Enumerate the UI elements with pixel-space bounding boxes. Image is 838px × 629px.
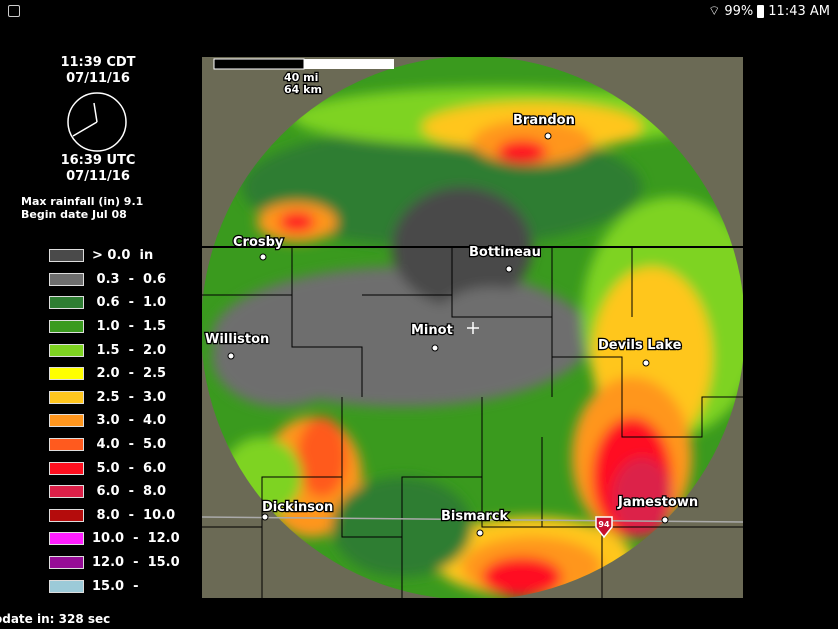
legend-item: 5.0 - 6.0 bbox=[49, 456, 180, 480]
local-time: 11:39 CDT bbox=[60, 55, 136, 70]
legend-swatch bbox=[49, 343, 84, 357]
battery-percent: 99% bbox=[724, 3, 754, 19]
legend-item: 1.5 - 2.0 bbox=[49, 338, 180, 362]
legend-swatch bbox=[49, 272, 84, 286]
svg-text:94: 94 bbox=[598, 520, 610, 529]
legend-label: 0.3 - 0.6 bbox=[92, 271, 167, 287]
legend-label: 0.6 - 1.0 bbox=[92, 295, 167, 311]
interstate-94 bbox=[202, 516, 743, 523]
highway-shield-94: 94 bbox=[595, 516, 613, 539]
city-minot: Minot bbox=[411, 323, 453, 338]
legend-swatch bbox=[49, 556, 84, 570]
legend-item: 15.0 - bbox=[49, 574, 180, 598]
battery-icon bbox=[757, 4, 765, 18]
legend-item: 12.0 - 15.0 bbox=[49, 551, 180, 575]
legend-label: 1.0 - 1.5 bbox=[92, 319, 167, 335]
legend-label: 1.5 - 2.0 bbox=[92, 342, 167, 358]
legend-item: 1.0 - 1.5 bbox=[49, 315, 180, 339]
legend-item: 0.3 - 0.6 bbox=[49, 268, 180, 292]
gallery-icon bbox=[8, 5, 20, 17]
legend-item: 10.0 - 12.0 bbox=[49, 527, 180, 551]
local-date: 07/11/16 bbox=[66, 71, 130, 86]
legend-item: 0.6 - 1.0 bbox=[49, 291, 180, 315]
city-bismarck: Bismarck bbox=[441, 509, 509, 524]
info-panel: 11:39 CDT 07/11/16 16:39 UTC 07/11/16 Ma… bbox=[0, 55, 200, 221]
legend-swatch bbox=[49, 579, 84, 593]
legend-item: 4.0 - 5.0 bbox=[49, 433, 180, 457]
legend-label: 8.0 - 10.0 bbox=[92, 507, 176, 523]
update-countdown: odate in: 328 sec bbox=[0, 612, 111, 626]
city-brandon: Brandon bbox=[513, 113, 575, 128]
legend-label: > 0.0 in bbox=[92, 248, 154, 264]
legend-swatch bbox=[49, 320, 84, 334]
city-markers bbox=[227, 132, 669, 537]
scale-km: 64 km bbox=[284, 83, 322, 96]
legend-swatch bbox=[49, 296, 84, 310]
legend-swatch bbox=[49, 367, 84, 381]
legend-label: 3.0 - 4.0 bbox=[92, 413, 167, 429]
clock-icon bbox=[67, 92, 127, 152]
utc-time: 16:39 UTC bbox=[60, 153, 136, 168]
city-williston: Williston bbox=[205, 332, 269, 347]
legend-label: 10.0 - 12.0 bbox=[92, 531, 180, 547]
legend-label: 2.0 - 2.5 bbox=[92, 366, 167, 382]
legend-label: 2.5 - 3.0 bbox=[92, 389, 167, 405]
wifi-icon: ⌔ bbox=[708, 4, 721, 19]
legend-swatch bbox=[49, 485, 84, 499]
scale-mi: 40 mi bbox=[284, 71, 318, 84]
legend-swatch bbox=[49, 414, 84, 428]
legend-item: 3.0 - 4.0 bbox=[49, 409, 180, 433]
legend-swatch bbox=[49, 249, 84, 263]
begin-date: Begin date Jul 08 bbox=[21, 208, 127, 221]
city-bottineau: Bottineau bbox=[469, 245, 541, 260]
legend-label: 15.0 - bbox=[92, 578, 139, 594]
legend-item: 2.5 - 3.0 bbox=[49, 386, 180, 410]
radar-site-icon bbox=[467, 322, 479, 334]
city-jamestown: Jamestown bbox=[617, 495, 698, 510]
status-bar: ⌔ 99% 11:43 AM bbox=[0, 0, 838, 22]
max-rainfall: Max rainfall (in) 9.1 bbox=[21, 195, 144, 208]
legend-swatch bbox=[49, 461, 84, 475]
legend-item: 8.0 - 10.0 bbox=[49, 504, 180, 528]
legend: > 0.0 in 0.3 - 0.6 0.6 - 1.0 1.0 - 1.5 1… bbox=[49, 244, 180, 598]
legend-label: 5.0 - 6.0 bbox=[92, 460, 167, 476]
utc-date: 07/11/16 bbox=[66, 169, 130, 184]
status-time: 11:43 AM bbox=[768, 3, 830, 19]
legend-item: > 0.0 in bbox=[49, 244, 180, 268]
legend-swatch bbox=[49, 508, 84, 522]
legend-item: 6.0 - 8.0 bbox=[49, 480, 180, 504]
legend-swatch bbox=[49, 532, 84, 546]
legend-swatch bbox=[49, 438, 84, 452]
city-crosby: Crosby bbox=[233, 235, 284, 250]
legend-label: 12.0 - 15.0 bbox=[92, 555, 180, 571]
radar-map[interactable]: 40 mi 64 km 94 Brandon Crosby Bottineau … bbox=[202, 57, 743, 598]
legend-item: 2.0 - 2.5 bbox=[49, 362, 180, 386]
legend-label: 4.0 - 5.0 bbox=[92, 437, 167, 453]
city-dickinson: Dickinson bbox=[262, 500, 333, 515]
legend-swatch bbox=[49, 390, 84, 404]
city-devils-lake: Devils Lake bbox=[598, 338, 682, 353]
legend-label: 6.0 - 8.0 bbox=[92, 484, 167, 500]
